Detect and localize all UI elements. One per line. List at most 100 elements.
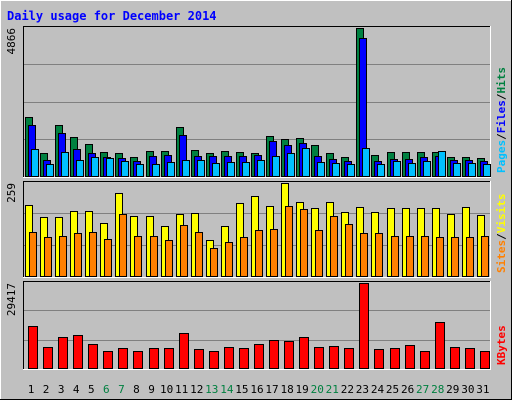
x-tick-label: 28 [431, 383, 444, 396]
x-tick-label: 4 [73, 383, 80, 396]
bar-pages-day-2 [46, 164, 54, 177]
series-legend-label: Pages/Files/Hits [495, 67, 508, 173]
bar-pages-day-19 [302, 148, 310, 177]
chart-title: Daily usage for December 2014 [7, 9, 217, 23]
bar-pages-day-24 [377, 164, 385, 177]
x-axis-labels: 1 2 3 4 5 6 7 8 9 10 11 12 13 14 15 16 17 18 19 20 21 22 23 24 2… [28, 383, 490, 396]
bar-pages-day-1 [31, 149, 39, 177]
bar-sites-day-8 [134, 236, 142, 277]
bar-kbytes-day-24 [374, 349, 384, 369]
bar-kbytes-day-31 [480, 351, 490, 369]
bar-kbytes-day-20 [314, 347, 324, 369]
bar-sites-day-24 [375, 233, 383, 277]
bar-sites-day-21 [330, 216, 338, 277]
bar-sites-day-12 [195, 232, 203, 277]
bar-sites-day-18 [285, 206, 293, 277]
bar-kbytes-day-27 [420, 351, 430, 369]
bar-kbytes-day-5 [88, 344, 98, 369]
x-tick-label: 18 [280, 383, 293, 396]
bar-sites-day-3 [59, 236, 67, 277]
bar-sites-day-1 [29, 232, 37, 277]
bar-pages-day-17 [272, 156, 280, 177]
bar-sites-day-2 [44, 237, 52, 277]
bar-sites-day-4 [74, 233, 82, 277]
bar-sites-day-31 [481, 236, 489, 277]
bar-pages-day-4 [76, 160, 84, 177]
x-tick-label: 31 [476, 383, 489, 396]
legend-word: Pages [495, 140, 508, 173]
bar-kbytes-day-11 [179, 333, 189, 369]
bar-kbytes-day-1 [28, 326, 38, 369]
x-tick-label: 29 [446, 383, 459, 396]
legend-separator: / [495, 93, 508, 100]
bar-pages-day-15 [242, 162, 250, 177]
bar-sites-day-19 [300, 209, 308, 277]
bar-sites-day-29 [451, 237, 459, 277]
y-max-label: 4866 [5, 28, 18, 55]
chart-panels: 4866Pages/Files/Hits259Sites/Visits29417… [5, 26, 508, 370]
x-tick-label: 17 [265, 383, 278, 396]
panel-2: 259 Sites/Visits [5, 181, 508, 278]
bar-kbytes-day-19 [299, 337, 309, 369]
bar-sites-day-14 [225, 242, 233, 277]
bar-pages-day-8 [136, 164, 144, 177]
x-tick-label: 11 [175, 383, 188, 396]
legend-word: Sites [495, 240, 508, 273]
panel-1: 4866 Pages/Files/Hits [5, 26, 508, 178]
panel-plot-area [23, 26, 490, 177]
x-tick-label: 25 [386, 383, 399, 396]
x-tick-label: 16 [250, 383, 263, 396]
bar-kbytes-day-29 [450, 347, 460, 369]
legend-word: Visits [495, 194, 508, 234]
legend-separator: / [495, 133, 508, 140]
bar-sites-day-23 [360, 233, 368, 277]
x-tick-label: 24 [371, 383, 385, 396]
x-tick-label: 13 [205, 383, 218, 396]
bar-pages-day-27 [423, 161, 431, 177]
bar-kbytes-day-13 [209, 351, 219, 369]
bar-sites-day-6 [104, 239, 112, 277]
bar-kbytes-day-28 [435, 322, 445, 369]
bar-pages-day-26 [408, 163, 416, 177]
x-tick-label: 6 [103, 383, 110, 396]
x-tick-label: 23 [356, 383, 369, 396]
bar-pages-day-7 [121, 161, 129, 177]
x-tick-label: 1 [28, 383, 35, 396]
bar-sites-day-16 [255, 230, 263, 277]
bar-pages-day-18 [287, 153, 295, 177]
x-tick-label: 15 [235, 383, 248, 396]
bar-pages-day-12 [197, 160, 205, 177]
bar-sites-day-11 [180, 225, 188, 277]
bar-pages-day-10 [167, 162, 175, 177]
bar-pages-day-14 [227, 162, 235, 177]
bar-pages-day-29 [453, 163, 461, 177]
bar-sites-day-22 [345, 224, 353, 277]
x-tick-label: 19 [296, 383, 309, 396]
bar-kbytes-day-23 [359, 283, 369, 369]
x-tick-label: 27 [416, 383, 429, 396]
bar-kbytes-day-18 [284, 341, 294, 369]
legend-word: Files [495, 100, 508, 133]
bar-sites-day-13 [210, 248, 218, 277]
x-tick-label: 12 [190, 383, 203, 396]
bar-pages-day-31 [483, 164, 491, 177]
bar-kbytes-day-2 [43, 347, 53, 369]
bar-kbytes-day-9 [149, 348, 159, 369]
x-tick-label: 22 [341, 383, 354, 396]
bar-kbytes-day-26 [405, 345, 415, 369]
x-tick-label: 26 [401, 383, 414, 396]
bar-kbytes-day-22 [344, 348, 354, 369]
x-tick-label: 8 [133, 383, 140, 396]
x-tick-label: 3 [58, 383, 65, 396]
bar-kbytes-day-21 [329, 346, 339, 369]
bar-pages-day-11 [182, 160, 190, 177]
series-legend-label: KBytes [495, 325, 508, 365]
series-legend-label: Sites/Visits [495, 194, 508, 274]
legend-separator: / [495, 233, 508, 240]
bar-kbytes-day-8 [133, 351, 143, 369]
bar-pages-day-30 [468, 163, 476, 177]
bar-kbytes-day-15 [239, 348, 249, 369]
x-tick-label: 30 [461, 383, 474, 396]
bar-kbytes-day-6 [103, 351, 113, 369]
